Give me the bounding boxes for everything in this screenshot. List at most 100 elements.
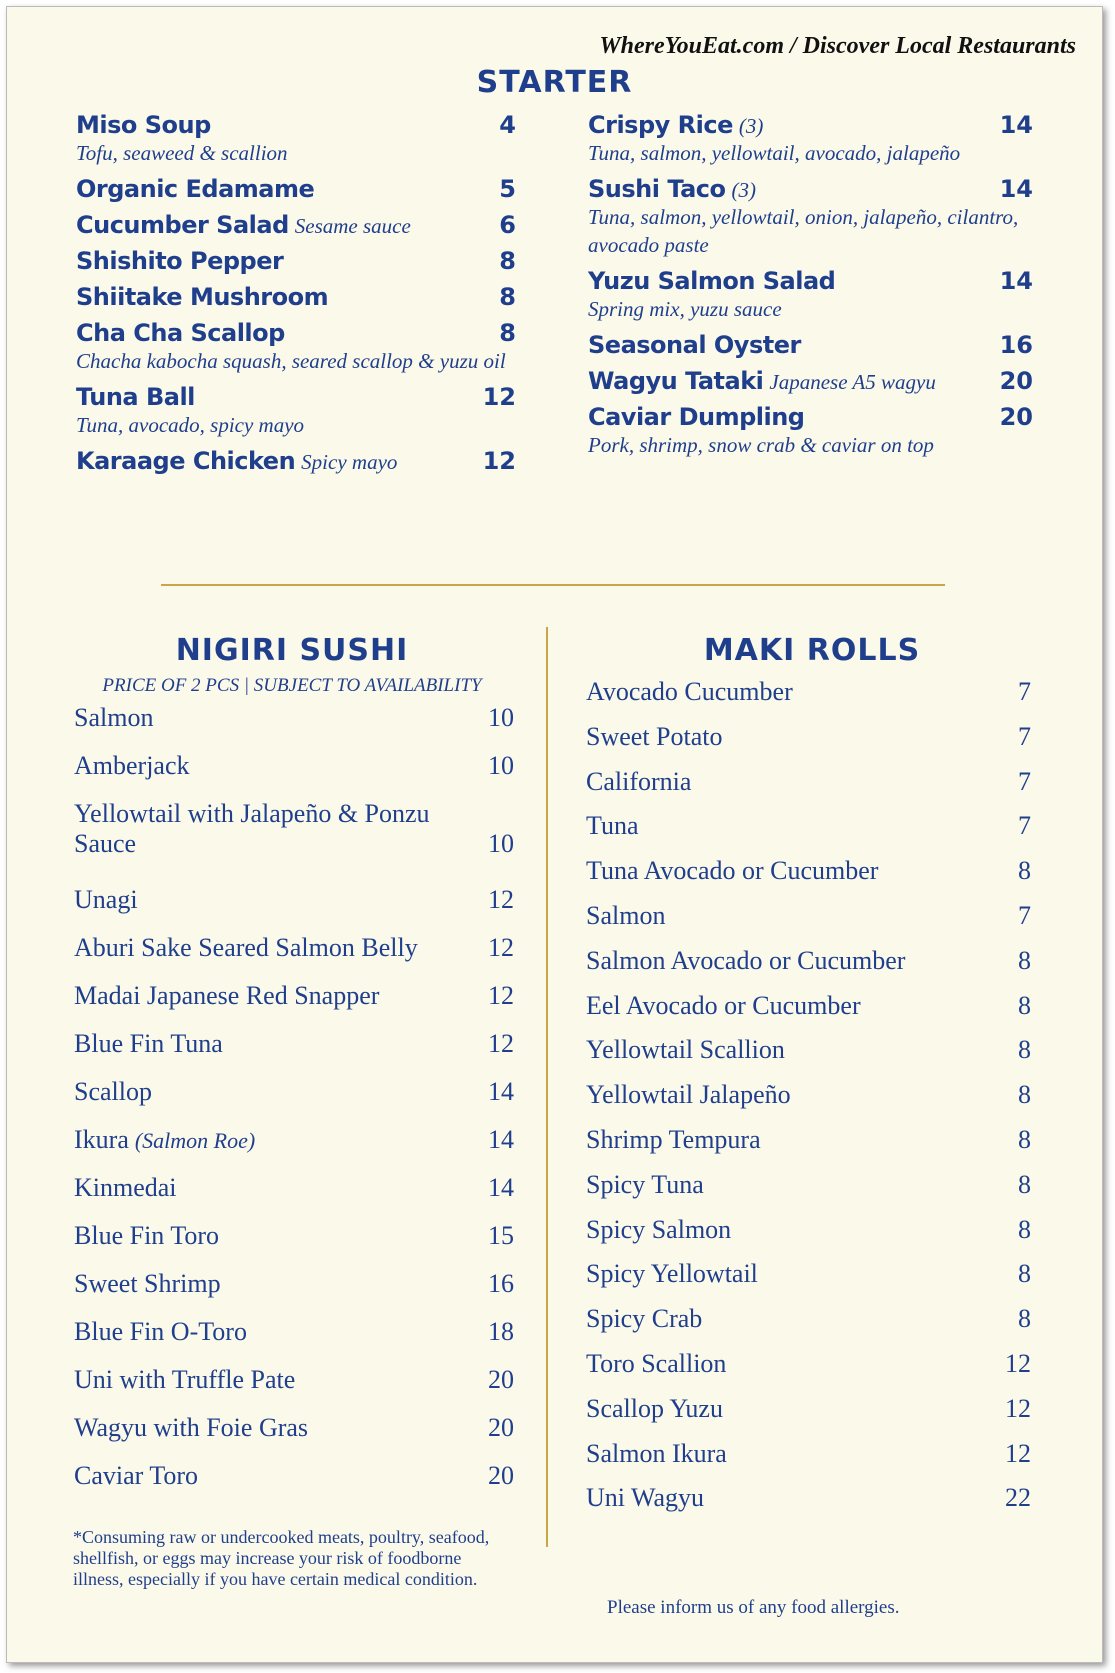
item-row: Avocado Cucumber 7 [586, 677, 1031, 707]
item-title: Caviar Dumpling [588, 403, 805, 431]
item-title: Salmon Avocado or Cucumber [586, 946, 905, 976]
menu-item: Uni with Truffle Pate 20 [74, 1365, 514, 1413]
item-title: Salmon Ikura [586, 1439, 727, 1469]
item-detail: Japanese A5 wagyu [769, 370, 936, 394]
item-name: Ikura [74, 1125, 129, 1154]
item-name: Seasonal Oyster [588, 331, 801, 359]
item-title: Wagyu with Foie Gras [74, 1413, 308, 1443]
item-price: 10 [488, 703, 514, 732]
item-price: 8 [1018, 990, 1031, 1020]
item-row: Salmon 10 [74, 703, 514, 733]
item-name: Salmon [586, 900, 666, 930]
item-row: Caviar Dumpling 20 [588, 403, 1033, 431]
menu-item: Blue Fin O-Toro 18 [74, 1317, 514, 1365]
item-row: Sweet Potato 7 [586, 722, 1031, 752]
item-name: Spicy Crab [586, 1304, 703, 1334]
item-row: Toro Scallion 12 [586, 1349, 1031, 1379]
menu-item: Caviar Dumpling 20 Pork, shrimp, snow crab… [588, 403, 1033, 459]
menu-item: Tuna 7 [586, 811, 1031, 856]
item-price: 20 [999, 403, 1033, 431]
item-price: 14 [488, 1077, 514, 1106]
item-title: Blue Fin O-Toro [74, 1317, 247, 1347]
item-name: Spicy Salmon [586, 1214, 732, 1244]
item-row: California 7 [586, 767, 1031, 797]
item-name: Shishito Pepper [76, 247, 284, 275]
item-price: 18 [488, 1317, 514, 1346]
item-price: 7 [1018, 677, 1031, 706]
item-title: Wagyu Tataki Japanese A5 wagyu [588, 367, 936, 395]
item-name: Kinmedai [74, 1173, 177, 1202]
item-name: Wagyu Tataki [588, 367, 764, 395]
menu-item: Caviar Toro 20 [74, 1461, 514, 1509]
menu-item: Wagyu with Foie Gras 20 [74, 1413, 514, 1461]
menu-item: Salmon Ikura 12 [586, 1439, 1031, 1484]
allergy-note: Please inform us of any food allergies. [607, 1597, 900, 1618]
item-row: Ikura (Salmon Roe) 14 [74, 1125, 514, 1155]
item-row: Kinmedai 14 [74, 1173, 514, 1203]
item-row: Uni with Truffle Pate 20 [74, 1365, 514, 1395]
item-price: 8 [1018, 1214, 1031, 1244]
item-title: Sweet Potato [586, 722, 723, 752]
item-row: Scallop Yuzu 12 [586, 1394, 1031, 1424]
item-name: Yuzu Salmon Salad [588, 267, 836, 295]
menu-item: Salmon 10 [74, 703, 514, 751]
item-title: Unagi [74, 885, 138, 915]
item-title: Sweet Shrimp [74, 1269, 221, 1299]
item-row: Madai Japanese Red Snapper 12 [74, 981, 514, 1011]
item-title: Spicy Yellowtail [586, 1259, 758, 1289]
menu-item: Yellowtail Scallion 8 [586, 1035, 1031, 1080]
menu-item: Scallop Yuzu 12 [586, 1394, 1031, 1439]
item-note: Tuna, salmon, yellowtail, onion, jalapeñ… [588, 205, 1019, 257]
item-row: Organic Edamame 5 [76, 175, 516, 203]
item-name: Sweet Shrimp [74, 1269, 221, 1298]
item-title: Miso Soup [76, 111, 211, 139]
item-price: 7 [1018, 721, 1031, 751]
item-title: Yellowtail Scallion [586, 1035, 785, 1065]
item-note: Tuna, salmon, yellowtail, avocado, jalap… [588, 141, 961, 165]
item-title: Seasonal Oyster [588, 331, 801, 359]
item-price: 10 [488, 829, 514, 858]
item-row: Miso Soup 4 [76, 111, 516, 139]
item-title: Sushi Taco (3) [588, 175, 756, 203]
item-row: Eel Avocado or Cucumber 8 [586, 991, 1031, 1021]
item-price: 16 [999, 331, 1033, 359]
item-name: Toro Scallion [586, 1348, 727, 1378]
item-price: 16 [488, 1269, 514, 1298]
section-title: NIGIRI SUSHI [175, 633, 409, 668]
item-row: Yellowtail with Jalapeño & Ponzu Sauce 10 [74, 799, 514, 859]
item-row: Scallop 14 [74, 1077, 514, 1107]
item-title: Eel Avocado or Cucumber [586, 991, 861, 1021]
menu-item: Miso Soup 4 Tofu, seaweed & scallion [76, 111, 516, 167]
item-row: Crispy Rice (3) 14 [588, 111, 1033, 139]
item-name: Uni with Truffle Pate [74, 1365, 296, 1394]
item-title: Uni Wagyu [586, 1483, 704, 1513]
item-row: Cha Cha Scallop 8 [76, 319, 516, 347]
item-price: 7 [1018, 811, 1031, 841]
item-price: 8 [1018, 1169, 1031, 1199]
item-row: Amberjack 10 [74, 751, 514, 781]
item-title: Scallop Yuzu [586, 1394, 723, 1424]
item-row: Tuna 7 [586, 811, 1031, 841]
item-price: 8 [1018, 1124, 1031, 1154]
item-price: 12 [482, 447, 516, 475]
item-price: 14 [999, 111, 1033, 139]
item-name: Yellowtail Jalapeño [586, 1080, 791, 1110]
starter-left: Miso Soup 4 Tofu, seaweed & scallion Organi… [76, 111, 516, 483]
item-title: Aburi Sake Seared Salmon Belly [74, 933, 418, 963]
menu-item: Spicy Crab 8 [586, 1304, 1031, 1349]
item-row: Salmon Ikura 12 [586, 1439, 1031, 1469]
item-row: Spicy Tuna 8 [586, 1170, 1031, 1200]
item-name: Cha Cha Scallop [76, 319, 285, 347]
menu-item: Uni Wagyu 22 [586, 1483, 1031, 1528]
item-name: Tuna Ball [76, 383, 195, 411]
item-note: Tofu, seaweed & scallion [76, 141, 288, 165]
menu-item: Amberjack 10 [74, 751, 514, 799]
menu-item: Spicy Yellowtail 8 [586, 1259, 1031, 1304]
item-row: Spicy Salmon 8 [586, 1215, 1031, 1245]
item-price: 8 [1018, 1304, 1031, 1334]
menu-item: Organic Edamame 5 [76, 175, 516, 203]
section-subtitle: PRICE OF 2 PCS | SUBJECT TO AVAILABILITY [102, 675, 482, 696]
item-note: Pork, shrimp, snow crab & caviar on top [588, 433, 934, 457]
item-name: Sweet Potato [586, 721, 723, 751]
item-row: Sushi Taco (3) 14 [588, 175, 1033, 203]
